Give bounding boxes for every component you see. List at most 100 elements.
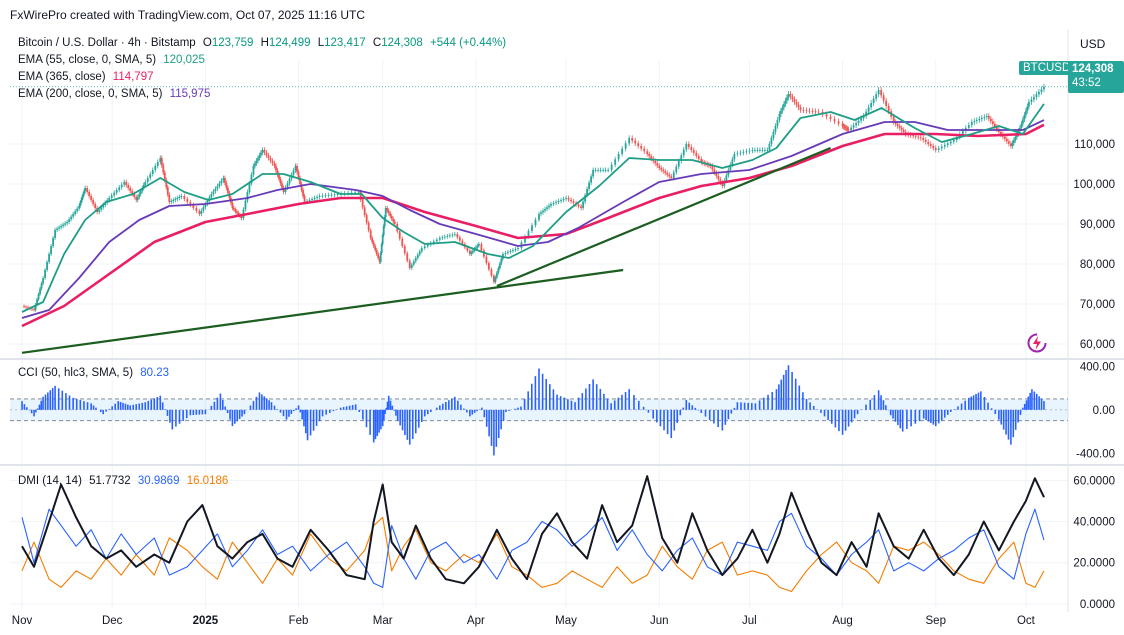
price-tick-label: 70,000 xyxy=(1080,299,1115,311)
price-candle-body xyxy=(296,166,298,172)
price-candle-body xyxy=(160,158,163,166)
price-candle-body xyxy=(333,194,336,196)
open-value: 123,759 xyxy=(211,37,254,49)
price-candle-body xyxy=(662,169,665,172)
price-candle-body xyxy=(426,244,429,247)
price-candle-body xyxy=(900,128,903,130)
price-candle-body xyxy=(719,179,722,183)
price-candle-body xyxy=(174,199,177,200)
price-candle-body xyxy=(917,136,920,138)
price-candle-body xyxy=(165,180,168,188)
time-tick-label: Nov xyxy=(12,615,33,627)
price-candle-body xyxy=(493,275,495,282)
price-candle-body xyxy=(363,207,366,215)
price-candle-body xyxy=(805,110,808,112)
price-candle-body xyxy=(739,152,742,154)
price-candle-body xyxy=(383,217,386,226)
price-candle-body xyxy=(640,146,643,149)
price-candle-body xyxy=(1035,94,1038,97)
minus-di-line xyxy=(21,516,1045,593)
price-candle-body xyxy=(919,137,922,139)
low-value: 123,417 xyxy=(324,37,366,49)
ema365-legend: EMA (365, close) 114,797 xyxy=(18,71,158,83)
price-candle-body xyxy=(159,158,162,162)
time-tick-label: Jul xyxy=(742,615,757,627)
high-label: H xyxy=(260,37,269,49)
price-candle-body xyxy=(841,123,844,126)
price-candle-body xyxy=(118,187,121,190)
price-candle-body xyxy=(321,195,324,197)
price-candle-body xyxy=(267,155,270,158)
time-tick-label: Sep xyxy=(926,615,946,627)
price-candle-body xyxy=(610,164,613,170)
price-candle-body xyxy=(776,120,779,126)
price-candle-body xyxy=(1007,141,1010,144)
price-candle-body xyxy=(206,200,209,204)
cci-value: 80.23 xyxy=(140,367,170,379)
lightning-logo-icon[interactable] xyxy=(1026,332,1048,354)
price-candle-body xyxy=(115,190,118,193)
price-candle-body xyxy=(509,251,512,252)
adx-value: 51.7732 xyxy=(89,475,131,487)
price-candle-body xyxy=(670,176,673,178)
price-candle-body xyxy=(269,158,272,161)
price-candle-body xyxy=(983,117,986,118)
price-candle-body xyxy=(218,183,221,186)
price-candle-body xyxy=(531,225,533,231)
price-candle-body xyxy=(448,235,451,237)
price-candle-body xyxy=(446,236,449,237)
price-candle-body xyxy=(604,170,607,171)
price-candle-body xyxy=(258,155,261,158)
ema55-legend: EMA (55, close, 0, SMA, 5) 120,025 xyxy=(18,54,209,66)
price-candle-body xyxy=(490,269,493,276)
price-candle-body xyxy=(288,179,291,184)
price-candle-body xyxy=(108,198,111,201)
price-candle-body xyxy=(39,288,41,294)
price-candle-body xyxy=(949,141,952,144)
price-candle-body xyxy=(607,170,610,171)
price-candle-body xyxy=(254,163,256,166)
time-tick-label: Aug xyxy=(832,615,852,627)
price-candle-body xyxy=(748,150,751,152)
price-candle-body xyxy=(453,234,456,235)
price-candle-body xyxy=(675,166,678,173)
price-candle-body xyxy=(540,212,542,214)
dmi-tick-label: 60.0000 xyxy=(1073,475,1115,487)
price-candle-body xyxy=(791,96,794,100)
price-candle-body xyxy=(275,166,277,171)
price-candle-body xyxy=(588,182,590,189)
price-candle-body xyxy=(279,179,282,184)
symbol-tag: BTCUSD xyxy=(1019,61,1075,75)
price-candle-body xyxy=(146,178,149,182)
price-candle-body xyxy=(985,116,988,117)
price-candle-body xyxy=(843,126,846,128)
price-candle-body xyxy=(599,170,602,171)
price-candle-body xyxy=(978,119,981,120)
price-candle-body xyxy=(410,264,413,268)
price-candle-body xyxy=(48,254,50,262)
price-candle-body xyxy=(677,161,680,167)
price-candle-body xyxy=(66,222,69,224)
price-candle-body xyxy=(135,197,138,200)
price-candle-body xyxy=(98,209,101,212)
low-label: L xyxy=(317,37,325,49)
price-candle-body xyxy=(534,219,537,226)
currency-selector[interactable]: USD xyxy=(1072,34,1114,54)
price-candle-body xyxy=(650,156,653,159)
price-candle-body xyxy=(156,162,159,166)
price-candle-body xyxy=(168,194,171,202)
price-candle-body xyxy=(1014,137,1017,140)
price-candle-body xyxy=(142,185,145,188)
price-candle-body xyxy=(970,122,973,125)
pane-dividers xyxy=(0,30,1124,612)
price-candle-body xyxy=(833,119,836,122)
price-candle-body xyxy=(222,178,225,181)
price-legend-title: Bitcoin / U.S. Dollar · 4h · Bitstamp xyxy=(18,37,196,49)
price-candle-body xyxy=(303,196,306,202)
price-candle-body xyxy=(76,208,79,212)
price-candle-body xyxy=(570,199,572,202)
dmi-tick-label: 0.0000 xyxy=(1080,599,1115,611)
price-candle-body xyxy=(123,182,126,185)
price-candle-body xyxy=(817,111,820,113)
